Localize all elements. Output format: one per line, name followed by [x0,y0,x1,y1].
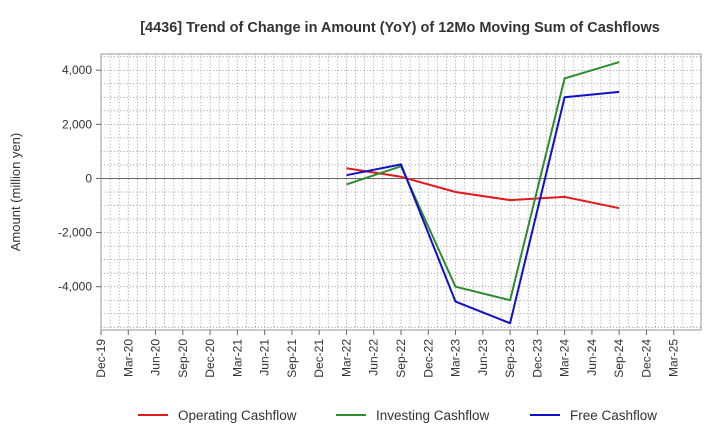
x-tick-label: Jun-24 [585,339,599,376]
x-tick-label: Mar-25 [667,339,681,377]
y-tick-label: 4,000 [62,63,92,77]
chart-title: [4436] Trend of Change in Amount (YoY) o… [140,20,660,36]
x-tick-label: Sep-20 [176,339,190,378]
x-tick-label: Mar-22 [339,339,353,377]
y-tick-label: -2,000 [58,226,92,240]
x-tick-label: Dec-20 [203,339,217,378]
x-tick-label: Sep-24 [612,339,626,378]
series-line-free-cashflow [346,90,620,325]
x-tick-label: Jun-21 [258,339,272,376]
series-lines [346,61,620,325]
series-line-investing-cashflow [346,61,620,302]
x-tick-label: Mar-24 [558,339,572,377]
grid-lines [100,54,702,330]
y-tick-label: -4,000 [58,280,92,294]
legend-label-free-cashflow: Free Cashflow [570,408,657,423]
x-tick-label: Jun-23 [476,339,490,376]
x-tick-label: Mar-20 [121,339,135,377]
legend-label-operating-cashflow: Operating Cashflow [178,408,297,423]
x-tick-label: Mar-23 [449,339,463,377]
y-tick-label: 2,000 [62,117,92,131]
x-tick-label: Mar-21 [230,339,244,377]
legend-label-investing-cashflow: Investing Cashflow [376,408,490,423]
x-tick-label: Dec-21 [312,339,326,378]
x-tick-label: Dec-24 [639,339,653,378]
y-axis-label: Amount (million yen) [8,133,23,252]
legend: Operating Cashflow Investing Cashflow Free… [138,408,657,423]
x-tick-label: Sep-21 [285,339,299,378]
x-tick-label: Dec-19 [94,339,108,378]
axes: -4,000 -2,000 0 2,000 4,000 Dec-19 Mar-20 Jun-2… [58,53,702,378]
x-tick-label: Jun-22 [367,339,381,376]
series-line-operating-cashflow [346,167,620,210]
y-tick-label: 0 [85,171,92,185]
x-tick-label: Sep-22 [394,339,408,378]
x-tick-label: Dec-22 [421,339,435,378]
x-tick-label: Jun-20 [149,339,163,376]
x-tick-label: Sep-23 [503,339,517,378]
x-tick-label: Dec-23 [530,339,544,378]
